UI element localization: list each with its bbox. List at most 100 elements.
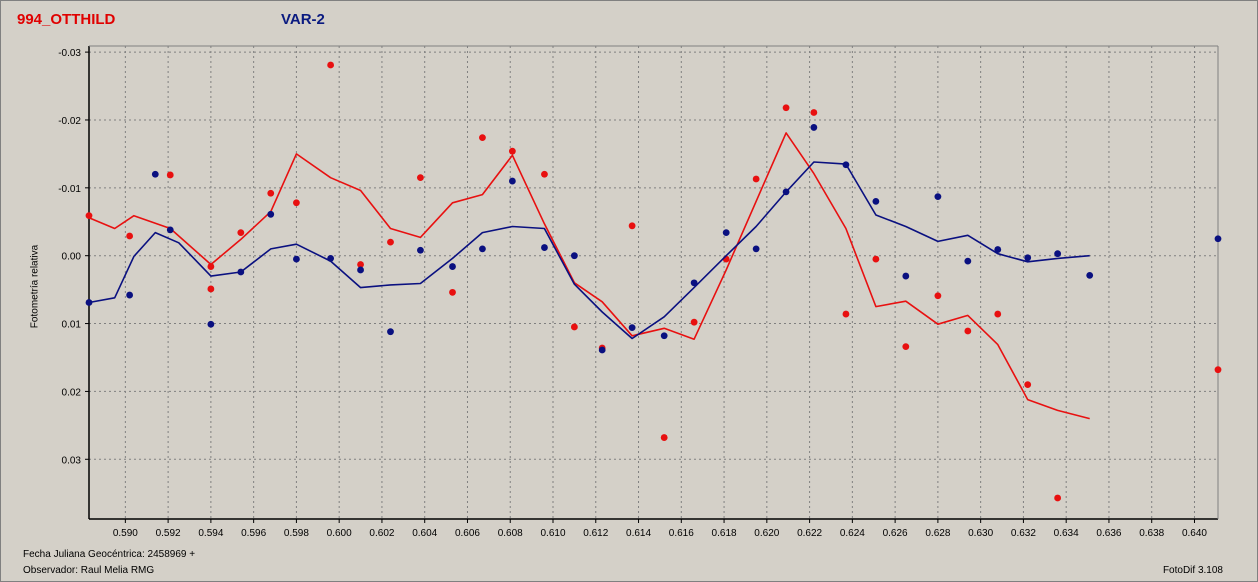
x-tick-label: 0.614 <box>626 528 651 539</box>
x-tick-label: 0.622 <box>797 528 822 539</box>
x-tick-label: 0.616 <box>669 528 694 539</box>
red-data-point <box>994 310 1002 318</box>
blue-data-point <box>934 193 942 201</box>
red-data-point <box>293 199 300 207</box>
x-tick-label: 0.624 <box>840 528 865 539</box>
x-tick-label: 0.610 <box>540 528 565 539</box>
series-name-label: VAR-2 <box>281 11 325 28</box>
y-tick-label: 0.03 <box>62 455 82 466</box>
blue-data-point <box>327 255 335 262</box>
x-tick-label: 0.632 <box>1011 528 1036 539</box>
red-data-point <box>85 212 93 220</box>
x-tick-label: 0.596 <box>241 528 266 539</box>
blue-data-point <box>126 291 134 299</box>
x-tick-label: 0.604 <box>412 528 437 539</box>
blue-data-point <box>293 255 300 263</box>
red-data-point <box>357 261 364 268</box>
x-tick-label: 0.594 <box>198 528 223 539</box>
x-tick-label: 0.640 <box>1182 528 1207 539</box>
red-data-point <box>810 109 818 116</box>
blue-data-point <box>570 252 578 260</box>
red-data-point <box>570 323 578 331</box>
x-tick-label: 0.626 <box>883 528 908 539</box>
blue-data-point <box>752 245 760 253</box>
x-tick-label: 0.602 <box>369 528 394 539</box>
blue-data-point <box>872 198 880 205</box>
red-data-point <box>690 318 698 326</box>
blue-data-point <box>722 229 730 237</box>
red-data-point <box>508 147 516 155</box>
blue-data-point <box>964 257 972 265</box>
blue-data-point <box>207 320 215 328</box>
red-data-point <box>387 238 394 246</box>
x-tick-label: 0.612 <box>583 528 608 539</box>
blue-data-point <box>1024 254 1032 262</box>
x-tick-label: 0.636 <box>1096 528 1121 539</box>
blue-data-point <box>842 161 850 169</box>
red-data-point <box>842 310 850 318</box>
x-tick-label: 0.620 <box>754 528 779 539</box>
red-data-point <box>934 292 942 300</box>
red-data-point <box>752 175 760 183</box>
blue-data-point <box>508 177 516 185</box>
y-tick-label: 0.00 <box>62 252 82 263</box>
julian-date-label: Fecha Juliana Geocéntrica: 2458969 + <box>23 549 196 560</box>
x-tick-label: 0.598 <box>284 528 309 539</box>
red-data-point <box>1214 366 1222 374</box>
x-tick-label: 0.592 <box>156 528 181 539</box>
red-data-point <box>207 263 215 270</box>
red-series-line <box>88 132 1090 420</box>
plot-area <box>89 46 1218 519</box>
blue-data-point <box>810 124 818 131</box>
red-data-point <box>126 232 134 240</box>
blue-data-point <box>357 266 364 274</box>
red-data-point <box>417 174 424 182</box>
x-tick-label: 0.608 <box>498 528 523 539</box>
y-tick-label: 0.02 <box>62 387 82 398</box>
blue-data-point <box>151 170 159 178</box>
y-tick-label: -0.01 <box>58 184 81 195</box>
blue-data-point <box>541 244 548 251</box>
y-tick-label: -0.03 <box>58 48 81 59</box>
red-data-point <box>267 189 275 197</box>
blue-data-point <box>1054 250 1062 258</box>
blue-data-point <box>598 346 606 354</box>
blue-data-point <box>387 328 394 336</box>
red-data-point <box>166 171 174 179</box>
x-tick-label: 0.638 <box>1139 528 1164 539</box>
blue-series-line <box>88 161 1090 340</box>
red-data-point <box>628 222 636 230</box>
observer-label: Observador: Raul Melia RMG <box>23 565 155 576</box>
red-data-point <box>479 134 486 142</box>
red-data-point <box>902 343 910 351</box>
red-data-point <box>541 170 548 178</box>
red-data-point <box>207 285 215 293</box>
blue-data-point <box>166 226 174 234</box>
blue-data-point <box>1214 235 1222 243</box>
blue-data-point <box>85 299 93 306</box>
blue-data-point <box>690 279 698 287</box>
y-tick-label: -0.02 <box>58 116 81 127</box>
blue-data-point <box>660 332 668 340</box>
blue-data-point <box>1086 271 1094 279</box>
software-version-label: FotoDif 3.108 <box>1162 565 1223 576</box>
blue-data-point <box>902 272 910 280</box>
blue-data-point <box>782 188 790 196</box>
x-tick-label: 0.600 <box>327 528 352 539</box>
blue-data-point <box>628 324 636 332</box>
blue-data-point <box>449 263 456 270</box>
blue-data-point <box>994 246 1002 253</box>
red-data-point <box>872 255 880 263</box>
red-data-point <box>660 434 668 441</box>
red-data-point <box>237 229 245 237</box>
red-data-point <box>449 288 456 296</box>
red-data-point <box>327 61 335 69</box>
x-tick-label: 0.606 <box>455 528 480 539</box>
y-axis-label: Fotometría relativa <box>29 244 41 329</box>
blue-data-point <box>267 210 275 218</box>
red-data-point <box>1054 494 1062 502</box>
x-tick-label: 0.590 <box>113 528 138 539</box>
x-tick-label: 0.634 <box>1054 528 1079 539</box>
